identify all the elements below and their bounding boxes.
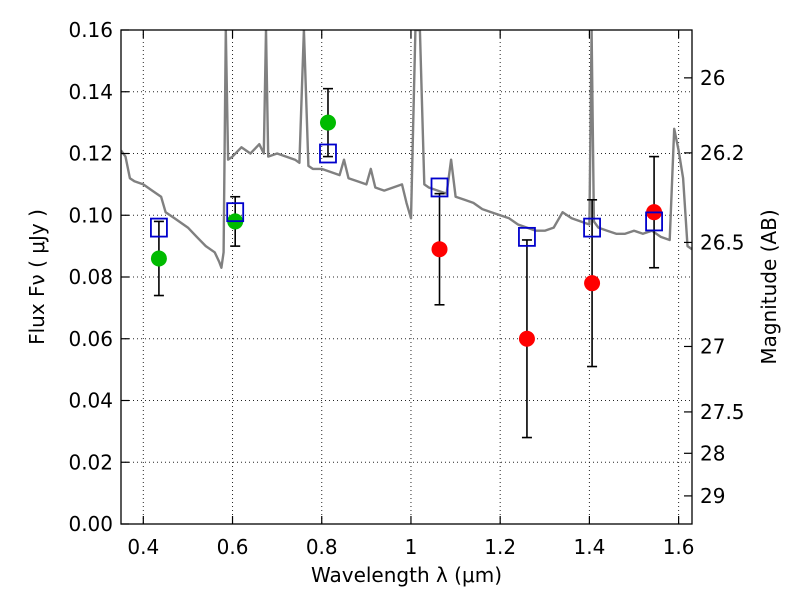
model-square-marker: [645, 211, 663, 232]
infrared-data-point: [518, 330, 535, 347]
x-tick-label: 0.6: [217, 535, 249, 559]
right-axis-tick-label: 26.5: [700, 230, 745, 254]
right-axis-tick-label: 27: [700, 334, 725, 358]
y-tick-label: 0.06: [68, 327, 113, 351]
right-axis-tick-label: 26.2: [700, 141, 745, 165]
x-tick-label: 0.4: [127, 535, 159, 559]
right-axis-tick-label: 28: [700, 441, 725, 465]
right-axis-tick-label: 27.5: [700, 400, 745, 424]
optical-data-point: [150, 250, 167, 267]
x-tick-label: 1.6: [663, 535, 695, 559]
y-tick-label: 0.10: [68, 203, 113, 227]
model-square-marker: [150, 217, 168, 238]
y-tick-label: 0.14: [68, 80, 113, 104]
y-tick-label: 0.02: [68, 450, 113, 474]
right-axis-label: Magnitude (AB): [757, 209, 781, 364]
spectrum-line: [121, 30, 692, 269]
x-tick-label: 1.2: [484, 535, 516, 559]
x-tick-label: 1.4: [573, 535, 605, 559]
y-tick-label: 0.04: [68, 389, 113, 413]
x-axis-label: Wavelength λ (μm): [311, 563, 502, 587]
right-axis-tick-labels: 26 26.2 26.5 27 27.5 28 29: [700, 66, 745, 508]
x-tick-label: 0.8: [306, 535, 338, 559]
model-square-marker: [518, 226, 536, 247]
x-tick-label: 1: [405, 535, 418, 559]
model-square-marker: [226, 202, 245, 223]
y-tick-labels: 0.00 0.02 0.04 0.06 0.08 0.10 0.12 0.14 0.16: [68, 18, 113, 536]
tick-marks: [121, 29, 692, 525]
model-square-marker: [583, 217, 601, 238]
infrared-data-point: [431, 241, 448, 258]
y-axis-label: Flux Fν ( μJy ): [25, 209, 49, 345]
right-axis-tick-label: 26: [700, 66, 725, 90]
model-square-marker: [430, 177, 449, 198]
gridlines: [121, 30, 692, 524]
data-points-layer: [150, 87, 663, 439]
plot-frame: [120, 29, 693, 525]
y-tick-label: 0.16: [68, 18, 113, 42]
infrared-data-point: [584, 275, 601, 292]
y-tick-label: 0.08: [68, 265, 113, 289]
y-tick-label: 0.00: [68, 512, 113, 536]
y-tick-label: 0.12: [68, 142, 113, 166]
optical-data-point: [319, 114, 336, 131]
model-square-marker: [319, 143, 337, 164]
x-tick-labels: 0.4 0.6 0.8 1 1.2 1.4 1.6: [127, 535, 694, 559]
right-axis-tick-label: 29: [700, 484, 725, 508]
spectrum-layer: [121, 30, 692, 269]
